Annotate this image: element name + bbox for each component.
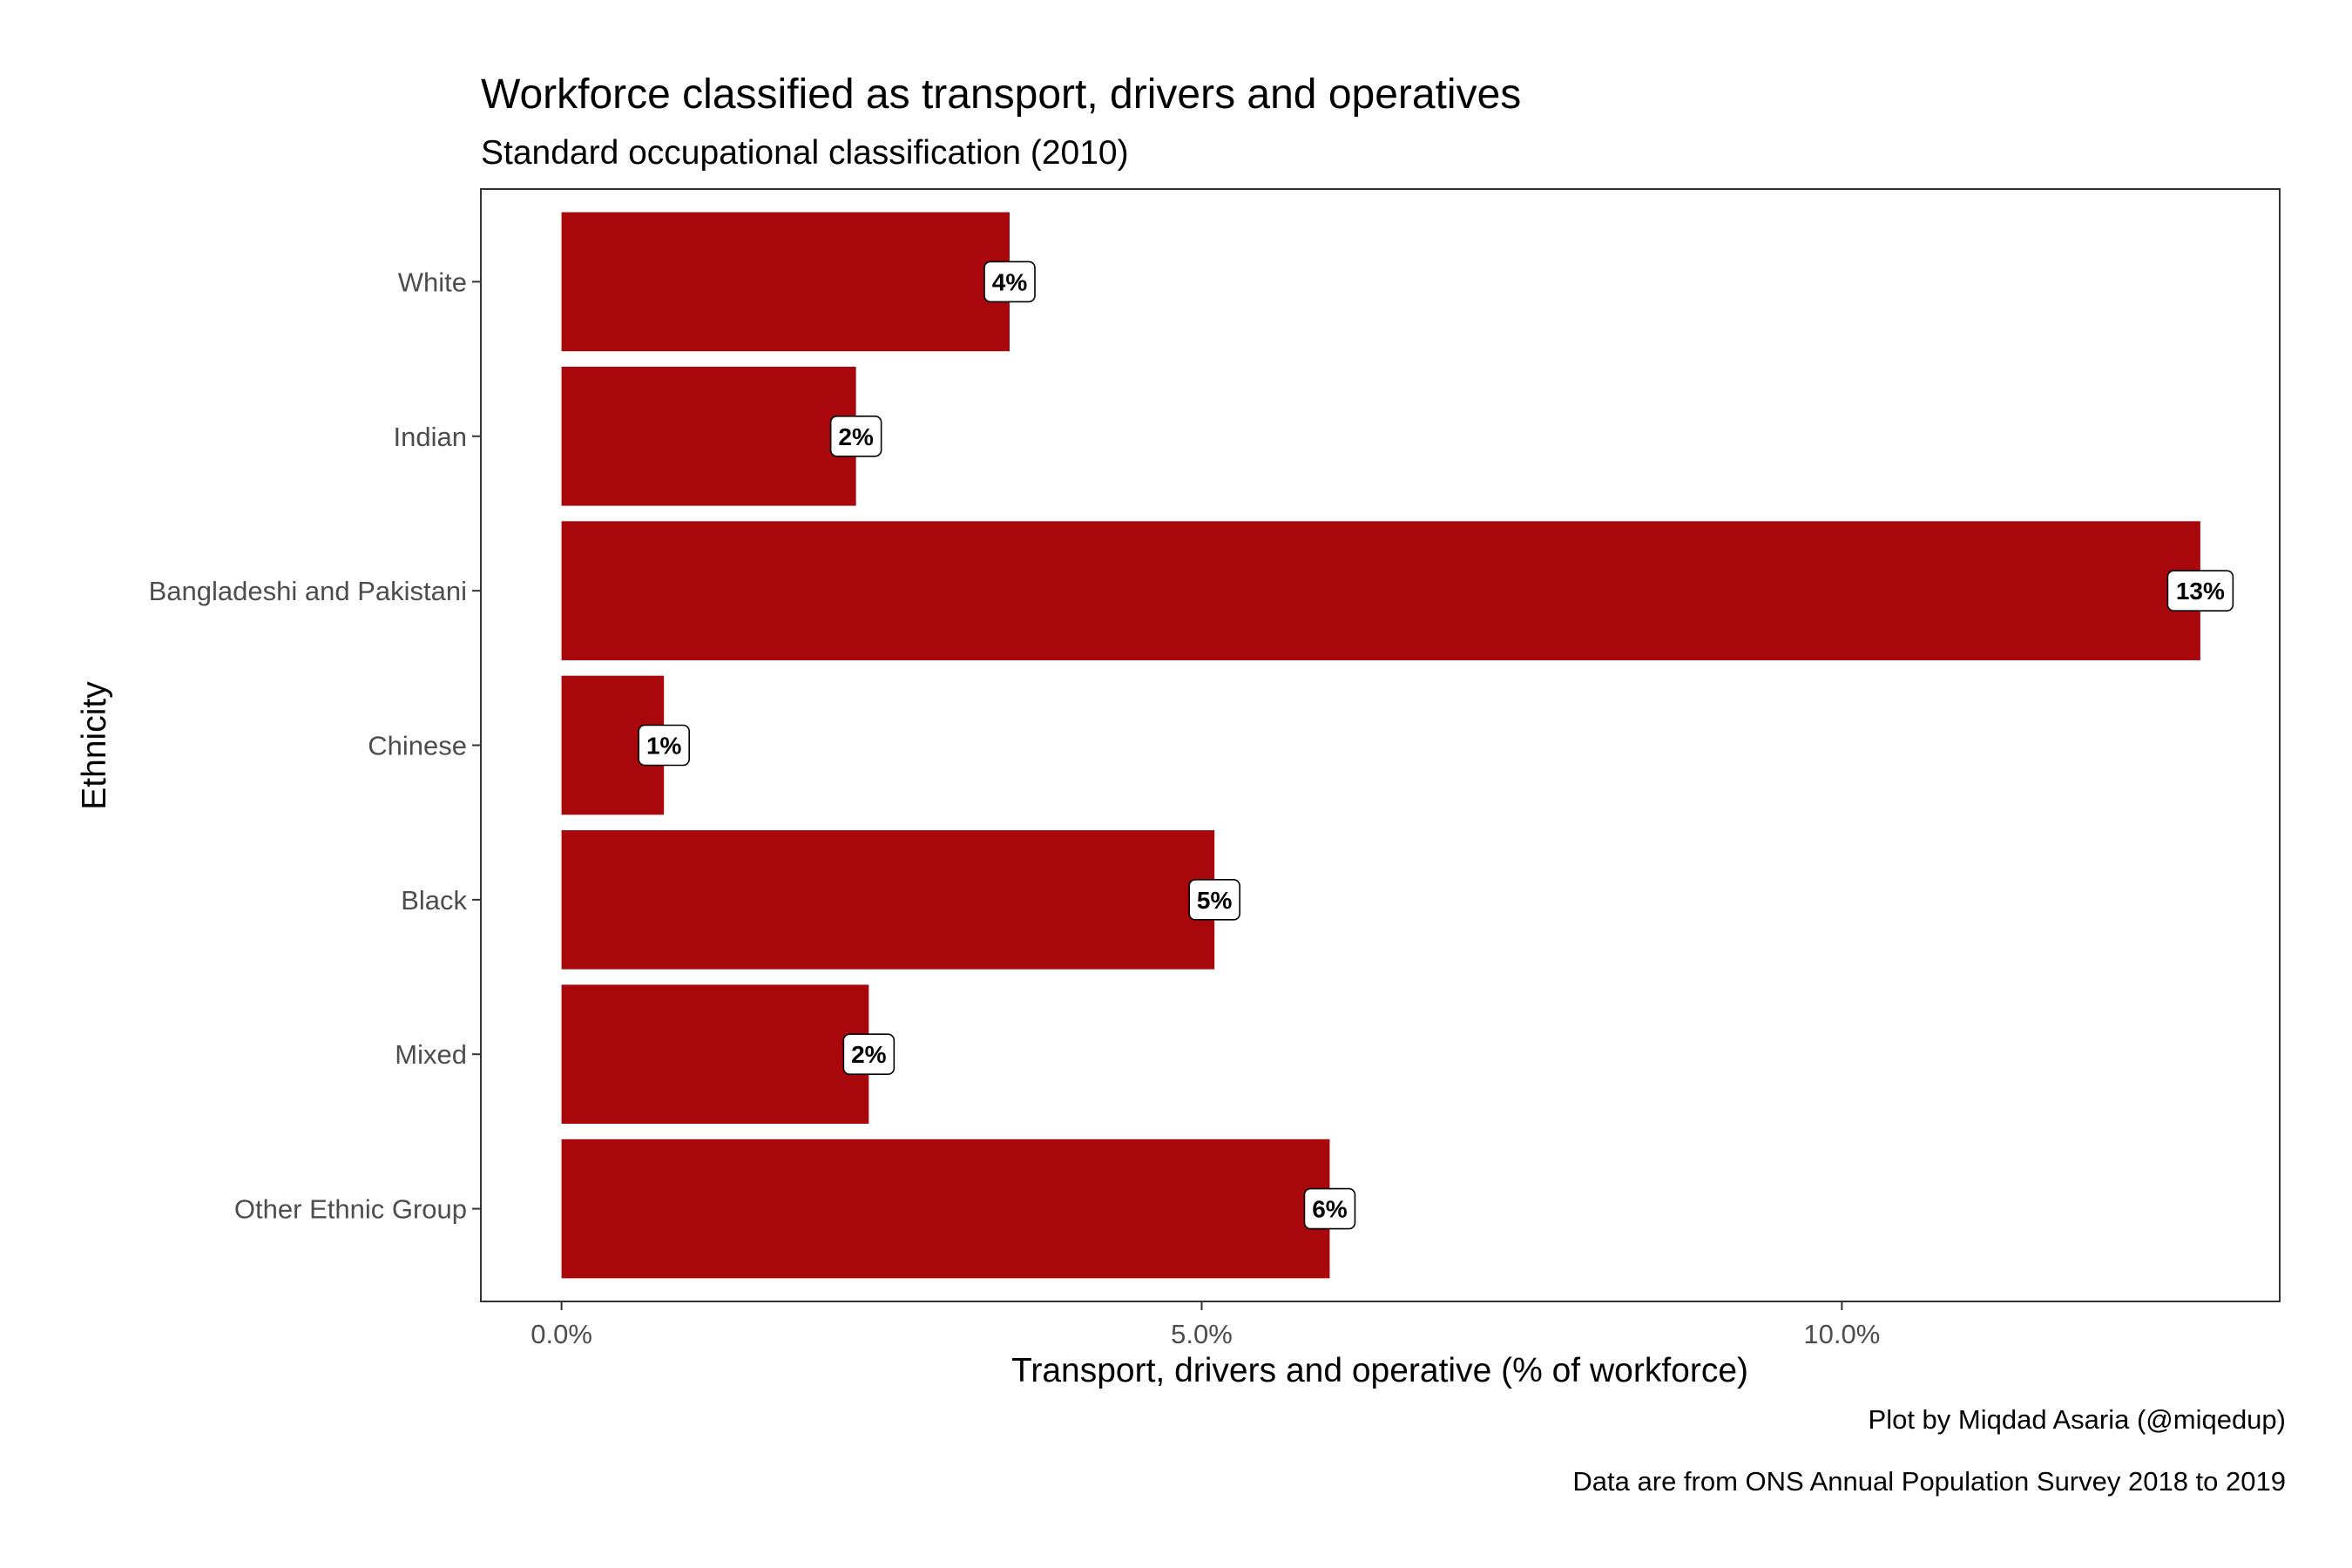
- y-tick-label-chinese: Chinese: [368, 731, 467, 761]
- data-label-chinese: 1%: [638, 724, 690, 767]
- caption-credit: Plot by Miqdad Asaria (@miqedup): [1869, 1404, 2286, 1435]
- data-label-white: 4%: [983, 260, 1036, 303]
- data-label-bangladeshi-and-pakistani: 13%: [2166, 570, 2234, 612]
- data-label-text: 6%: [1312, 1196, 1348, 1223]
- data-label-text: 13%: [2176, 578, 2225, 605]
- data-label-box: [1188, 879, 1240, 921]
- bar-white: [561, 212, 1010, 352]
- y-axis-title: Ethnicity: [76, 681, 113, 810]
- x-tick-label: 0.0%: [531, 1319, 592, 1349]
- x-tick-label: 5.0%: [1171, 1319, 1233, 1349]
- data-label-text: 2%: [851, 1041, 887, 1068]
- y-tick-label-indian: Indian: [394, 422, 467, 452]
- bar-black: [561, 830, 1215, 970]
- y-axis: White Indian Bangladeshi and Pakistani Chin…: [149, 267, 481, 1225]
- data-label-black: 5%: [1188, 879, 1240, 921]
- data-label-indian: 2%: [829, 415, 882, 457]
- y-tick-label-mixed: Mixed: [395, 1039, 467, 1070]
- data-label-box: [829, 415, 882, 457]
- data-label-box: [842, 1033, 896, 1076]
- data-label-text: 5%: [1197, 887, 1233, 914]
- data-label-text: 4%: [992, 268, 1028, 295]
- x-tick-label: 10.0%: [1803, 1319, 1880, 1349]
- data-label-mixed: 2%: [842, 1033, 896, 1076]
- chart-title: Workforce classified as transport, drive…: [481, 71, 1521, 118]
- x-axis-title: Transport, drivers and operative (% of w…: [1011, 1352, 1748, 1389]
- bar-bangladeshi-and-pakistani: [561, 521, 2200, 660]
- data-label-text: 2%: [838, 423, 874, 450]
- data-label-box: [1303, 1187, 1356, 1230]
- data-label-box: [983, 260, 1036, 303]
- y-tick-label-other-ethnic-group: Other Ethnic Group: [234, 1194, 467, 1225]
- bar-other-ethnic-group: [561, 1139, 1330, 1279]
- y-tick-label-black: Black: [401, 885, 467, 916]
- data-label-other-ethnic-group: 6%: [1303, 1187, 1356, 1230]
- data-label-text: 1%: [646, 733, 682, 760]
- caption-source: Data are from ONS Annual Population Surv…: [1572, 1466, 2286, 1497]
- bar-mixed: [561, 984, 869, 1125]
- chart-subtitle: Standard occupational classification (20…: [481, 134, 1129, 172]
- y-tick-label-bangladeshi-and-pakistani: Bangladeshi and Pakistani: [149, 576, 467, 606]
- bar-indian: [561, 366, 856, 506]
- plot-panel: [480, 188, 2281, 1302]
- y-tick-label-white: White: [398, 267, 467, 297]
- x-axis: 0.0% 5.0% 10.0%: [531, 1301, 1880, 1349]
- data-label-box: [638, 724, 690, 767]
- data-labels: 4% 2% 13% 1% 5% 2% 6%: [638, 260, 2234, 1230]
- bars: [561, 212, 2200, 1279]
- data-label-box: [2166, 570, 2234, 612]
